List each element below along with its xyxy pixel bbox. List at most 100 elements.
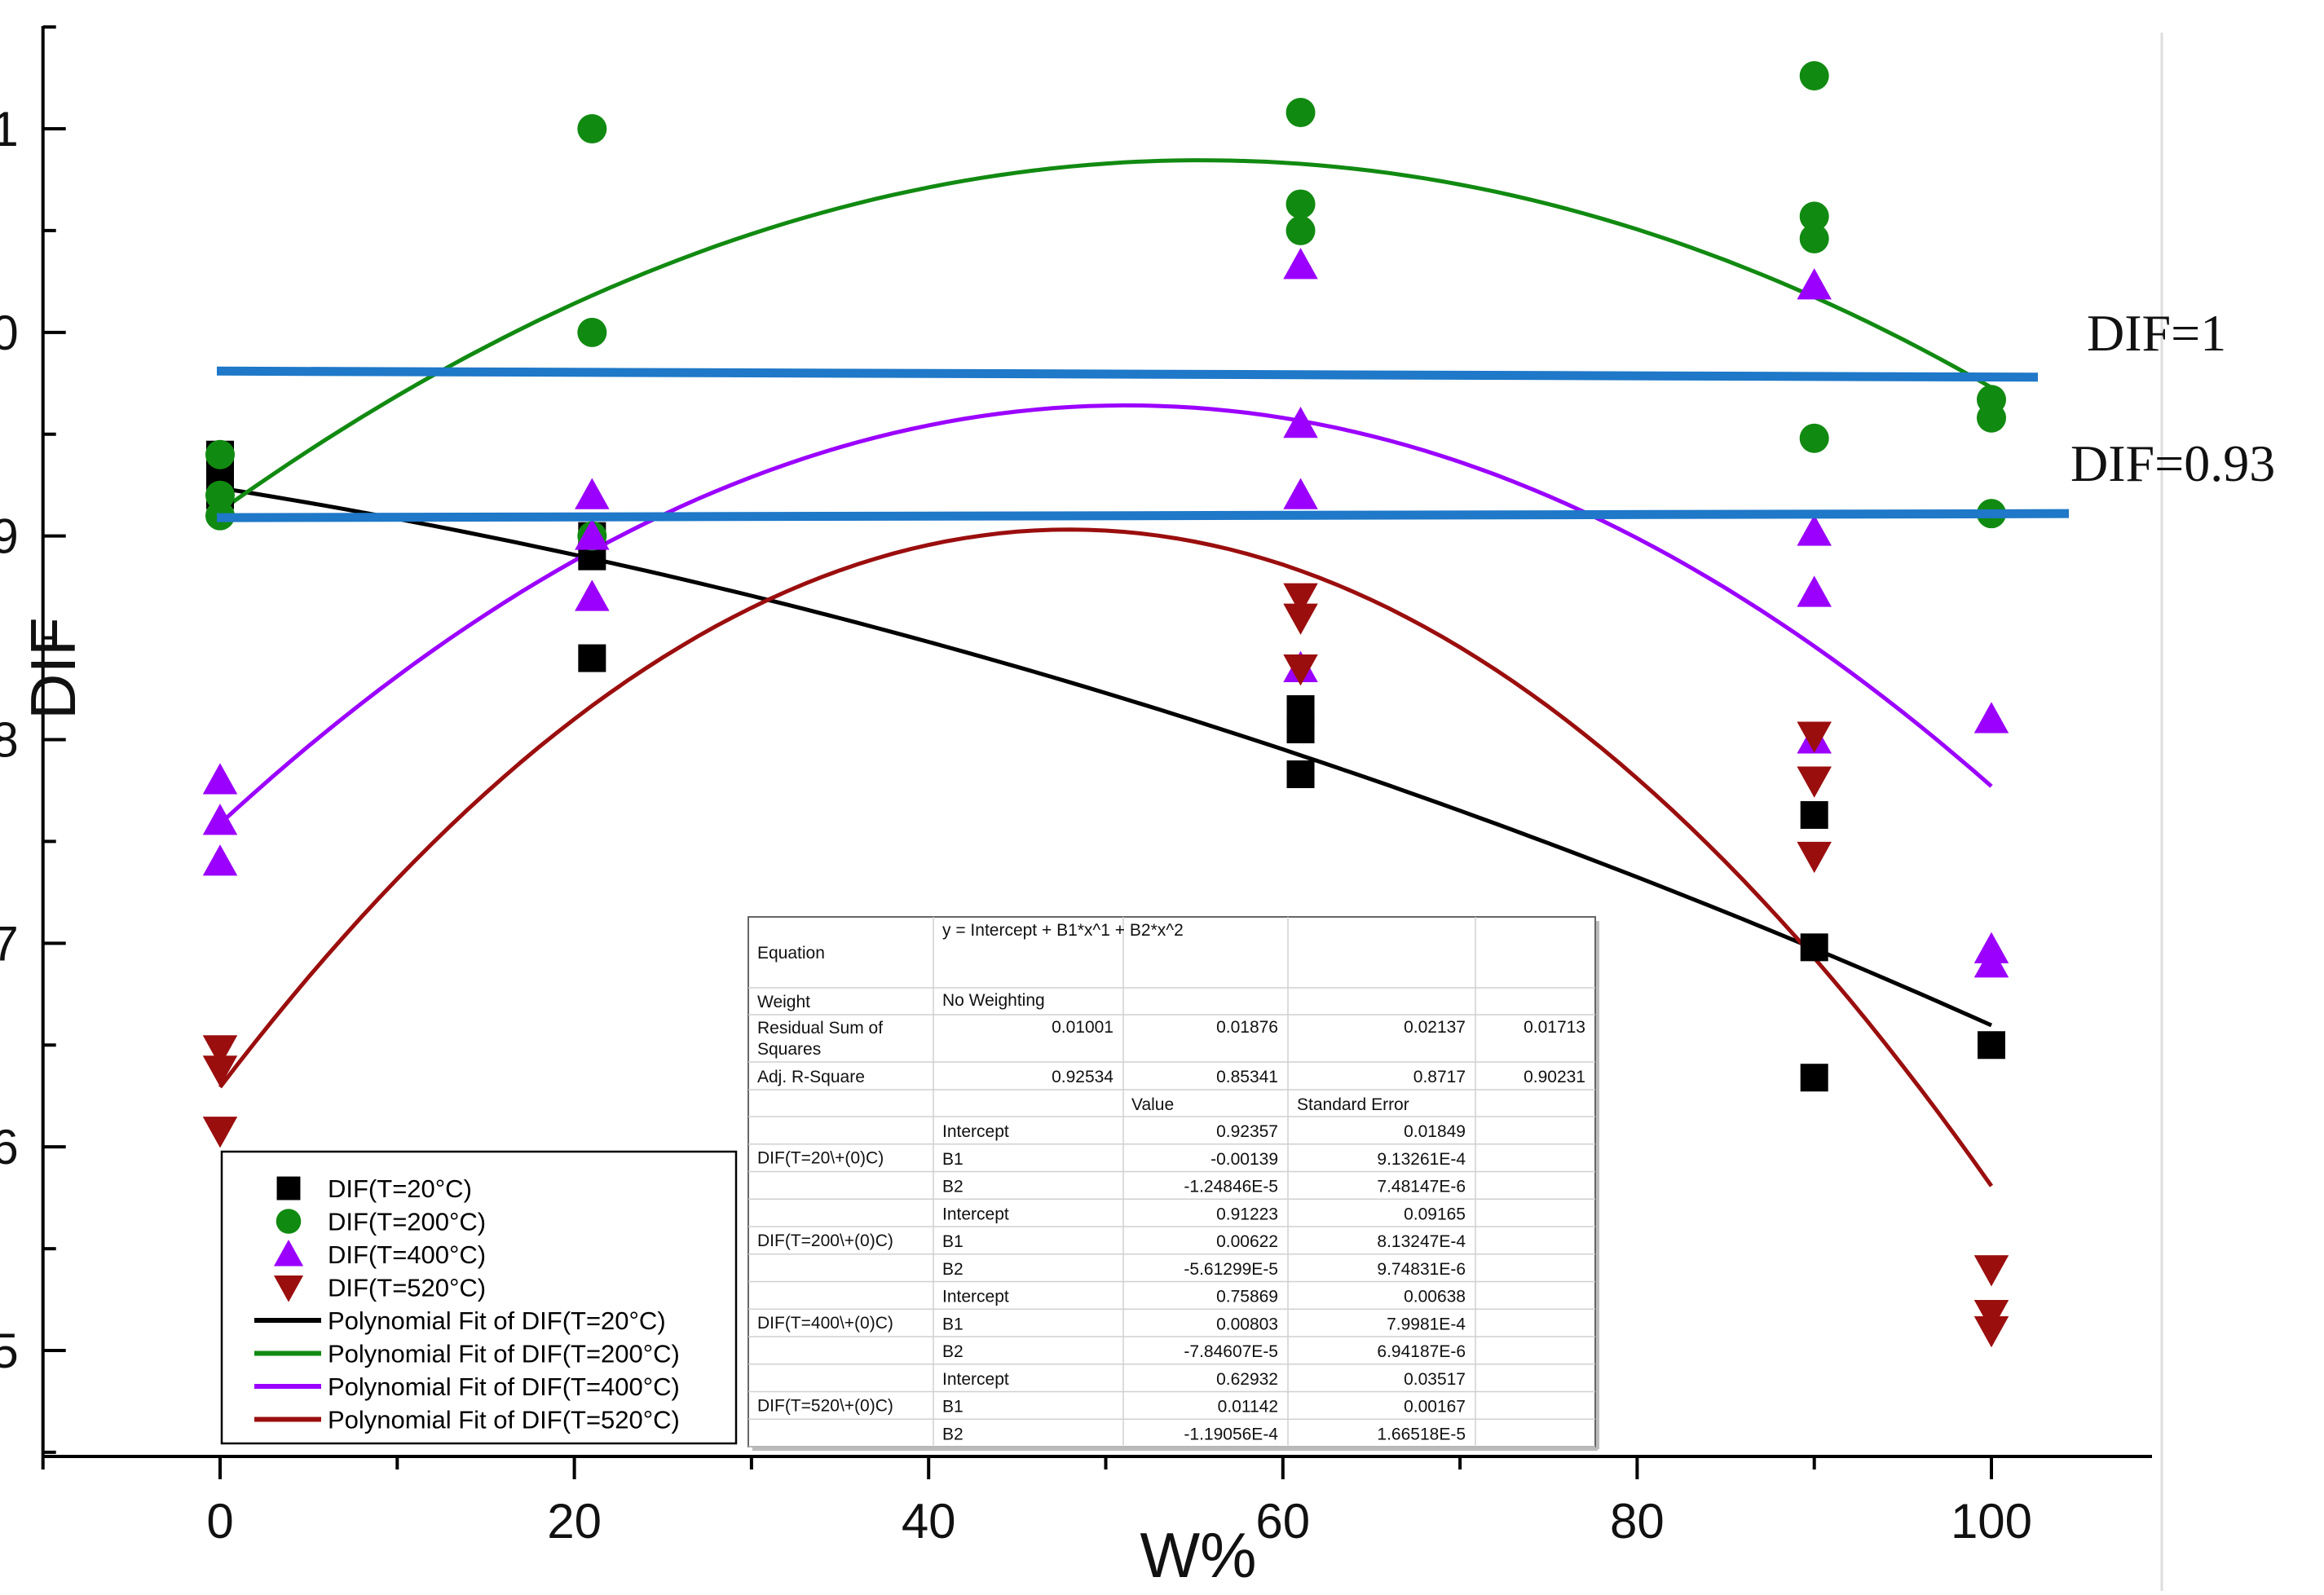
table-param-se: 0.03517 <box>1404 1370 1466 1389</box>
table-col-se-header: Standard Error <box>1297 1095 1409 1114</box>
table-group-label: DIF(T=200\+(0)C) <box>757 1231 893 1250</box>
legend-label: DIF(T=20°C) <box>328 1174 472 1203</box>
y-tick-label: 0.6 <box>0 1120 19 1174</box>
y-tick-label: 0.5 <box>0 1324 19 1378</box>
table-param-name: B2 <box>942 1425 964 1443</box>
point-series-2 <box>202 844 238 876</box>
table-weight-label: Weight <box>757 993 810 1011</box>
table-adjr-value: 0.8717 <box>1413 1068 1466 1086</box>
table-param-value: -0.00139 <box>1211 1150 1278 1169</box>
point-series-1 <box>1799 423 1829 453</box>
table-param-name: B2 <box>942 1342 964 1361</box>
table-param-name: Intercept <box>942 1288 1009 1306</box>
table-param-value: -1.24846E-5 <box>1184 1178 1278 1196</box>
point-series-2 <box>1283 248 1318 280</box>
table-param-value: -1.19056E-4 <box>1184 1425 1278 1443</box>
table-param-se: 7.48147E-6 <box>1377 1178 1466 1196</box>
table-group-label: DIF(T=400\+(0)C) <box>757 1314 893 1333</box>
y-axis-title: DIF <box>17 617 89 720</box>
table-col-value-header: Value <box>1131 1095 1174 1114</box>
x-axis-title: W% <box>1140 1519 1257 1591</box>
table-param-se: 6.94187E-6 <box>1377 1342 1466 1361</box>
legend-layer: DIF(T=20°C) DIF(T=200°C) DIF(T=400°C) DIF(T… <box>220 1150 738 1445</box>
point-series-3 <box>1973 1316 2009 1348</box>
point-series-1 <box>577 317 607 347</box>
fit-curve-2 <box>218 403 1993 826</box>
point-series-0 <box>1800 1064 1828 1092</box>
point-series-0 <box>1978 1031 2005 1060</box>
point-series-3 <box>1797 841 1832 874</box>
point-series-3 <box>202 1035 238 1067</box>
legend-label: Polynomial Fit of DIF(T=20°C) <box>328 1306 666 1335</box>
point-series-3 <box>1797 721 1832 753</box>
table-param-value: 0.91223 <box>1216 1205 1278 1223</box>
point-series-2 <box>1797 575 1832 607</box>
point-series-1 <box>577 114 607 143</box>
point-series-0 <box>1286 760 1315 788</box>
legend-label: DIF(T=520°C) <box>328 1274 486 1302</box>
table-param-value: 0.00622 <box>1216 1232 1278 1251</box>
table-param-se: 9.13261E-4 <box>1377 1150 1466 1169</box>
legend-marker <box>276 1176 301 1201</box>
point-series-1 <box>205 439 235 469</box>
point-series-1 <box>1285 189 1316 219</box>
table-rss-value: 0.01713 <box>1524 1018 1585 1037</box>
table-equation: y = Intercept + B1*x^1 + B2*x^2 <box>942 921 1184 940</box>
legend-label: Polynomial Fit of DIF(T=200°C) <box>328 1340 680 1368</box>
point-series-2 <box>575 518 610 550</box>
fit-table-layer: Equation y = Intercept + B1*x^1 + B2*x^2 W… <box>747 916 1599 1451</box>
point-series-1 <box>1799 201 1829 231</box>
table-param-se: 1.66518E-5 <box>1377 1425 1466 1443</box>
table-param-name: B1 <box>942 1315 964 1333</box>
table-param-se: 0.09165 <box>1404 1205 1466 1223</box>
axes-layer: 0.5 0.6 0.7 0.8 0.9 1.0 1.1 0 20 40 60 80 100 W% DIF <box>0 25 2152 1591</box>
table-adjr-label: Adj. R-Square <box>757 1068 865 1086</box>
table-adjr-value: 0.85341 <box>1216 1068 1278 1086</box>
legend-label: DIF(T=400°C) <box>328 1240 486 1269</box>
point-series-2 <box>575 579 610 611</box>
table-param-value: 0.75869 <box>1216 1288 1278 1306</box>
point-series-3 <box>1797 766 1832 798</box>
table-param-name: B2 <box>942 1260 964 1279</box>
point-series-3 <box>202 1055 238 1087</box>
table-param-se: 0.00638 <box>1404 1288 1466 1306</box>
table-param-se: 8.13247E-4 <box>1377 1232 1466 1251</box>
table-param-name: Intercept <box>942 1122 1009 1141</box>
table-rss-value: 0.01001 <box>1052 1018 1113 1037</box>
point-series-2 <box>202 763 238 795</box>
reference-lines-layer: DIF=1 DIF=0.93 <box>216 304 2275 522</box>
point-series-3 <box>1283 583 1318 615</box>
table-group-label: DIF(T=20\+(0)C) <box>757 1149 884 1168</box>
table-param-se: 9.74831E-6 <box>1377 1260 1466 1279</box>
table-rss-value: 0.02137 <box>1404 1018 1466 1037</box>
table-param-name: B2 <box>942 1178 964 1196</box>
table-param-value: 0.00803 <box>1216 1315 1278 1333</box>
table-param-name: Intercept <box>942 1370 1009 1389</box>
table-param-se: 7.9981E-4 <box>1387 1315 1466 1333</box>
point-series-2 <box>1797 268 1832 300</box>
table-param-name: B1 <box>942 1150 964 1169</box>
reference-label-0: DIF=1 <box>2087 304 2226 362</box>
point-series-1 <box>1285 215 1316 245</box>
legend-label: DIF(T=200°C) <box>328 1208 486 1236</box>
table-param-value: 0.01142 <box>1218 1398 1278 1417</box>
point-series-3 <box>1283 603 1318 635</box>
table-param-value: 0.92357 <box>1216 1122 1278 1141</box>
table-adjr-value: 0.92534 <box>1052 1068 1113 1086</box>
y-tick-label: 0.9 <box>0 509 19 564</box>
point-series-0 <box>1286 716 1315 744</box>
point-series-2 <box>1283 407 1318 438</box>
point-series-1 <box>1977 403 2006 433</box>
reference-label-1: DIF=0.93 <box>2070 434 2275 492</box>
point-series-2 <box>1283 478 1318 509</box>
fit-curve-1 <box>218 158 1993 513</box>
point-series-2 <box>1973 702 2009 734</box>
point-series-2 <box>202 804 238 835</box>
table-rss-value: 0.01876 <box>1216 1018 1278 1037</box>
point-series-0 <box>1800 933 1828 962</box>
table-param-name: Intercept <box>942 1205 1009 1223</box>
x-tick-label: 40 <box>902 1494 956 1549</box>
fit-table-frame <box>747 916 1596 1447</box>
table-weight: No Weighting <box>942 991 1045 1010</box>
point-series-2 <box>1797 514 1832 546</box>
